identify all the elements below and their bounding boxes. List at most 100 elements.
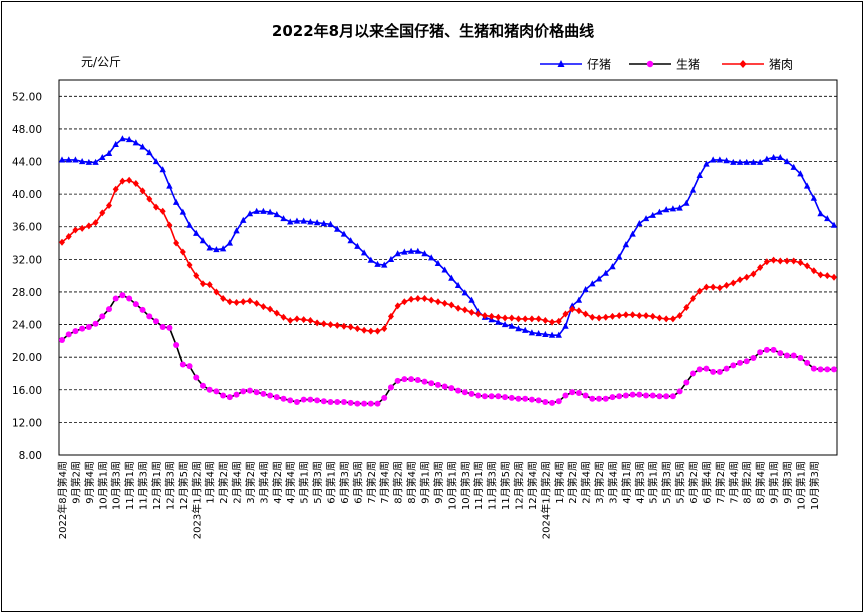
x-tick-label: 12月第2周 [512, 461, 525, 510]
data-point [246, 210, 254, 217]
data-point [696, 171, 703, 178]
data-point [394, 377, 401, 384]
data-point [320, 320, 327, 328]
series-lines [61, 137, 835, 405]
data-point [300, 396, 307, 403]
data-point [790, 163, 797, 170]
y-tick-label: 8.00 [19, 450, 42, 462]
data-point [461, 306, 468, 314]
series-line [62, 137, 835, 337]
y-tick-label: 40.00 [12, 189, 42, 201]
data-point [777, 350, 784, 357]
y-tick-label: 32.00 [12, 254, 42, 266]
data-point [508, 322, 515, 329]
data-point [65, 156, 72, 163]
data-point [139, 143, 146, 150]
data-point [300, 316, 307, 324]
x-tick-label: 9月第1周 [768, 461, 781, 504]
data-point [152, 203, 159, 211]
data-point [549, 318, 556, 326]
x-tick-label: 6月第4周 [700, 461, 713, 504]
x-tick-label: 11月第5周 [499, 461, 512, 510]
data-point [280, 215, 287, 222]
data-point [58, 156, 66, 163]
data-point [360, 249, 368, 256]
data-point [609, 312, 616, 320]
data-point [132, 301, 139, 308]
data-point [784, 257, 791, 265]
x-tick-label: 4月第1周 [620, 461, 633, 504]
data-point [105, 149, 113, 156]
data-point [743, 358, 750, 365]
data-point [226, 394, 233, 401]
data-point [193, 374, 200, 381]
data-point [803, 182, 811, 189]
data-point [307, 396, 314, 403]
data-point [656, 314, 663, 322]
legend-marker [646, 60, 654, 68]
x-tick-label: 12月第3周 [163, 461, 176, 510]
data-point [730, 158, 737, 165]
data-point [475, 310, 482, 318]
x-tick-label: 11月第3周 [486, 461, 499, 510]
data-point [757, 349, 764, 356]
data-point [763, 155, 771, 162]
data-point [736, 158, 744, 165]
data-point [649, 392, 656, 399]
data-point [602, 313, 609, 321]
data-point [669, 315, 676, 323]
data-point [327, 399, 334, 406]
data-point [784, 352, 791, 359]
data-point [79, 224, 86, 232]
data-point [461, 389, 468, 396]
data-point [367, 400, 374, 407]
data-point [408, 295, 415, 303]
data-point [401, 376, 408, 383]
x-tick-label: 1月第4周 [553, 461, 566, 504]
data-point [287, 397, 294, 404]
data-point [421, 378, 428, 385]
data-point [273, 211, 281, 218]
data-point [347, 237, 354, 244]
data-point [206, 281, 213, 289]
data-point [528, 315, 535, 323]
data-point [340, 399, 347, 406]
data-point [804, 359, 811, 366]
x-tick-label: 2023年1月第2周 [190, 461, 203, 539]
data-point [367, 327, 374, 335]
data-point [522, 395, 529, 402]
data-point [240, 216, 247, 223]
data-point [615, 253, 623, 260]
legend: 仔猪 生猪 猪肉 [540, 58, 793, 72]
data-point [260, 303, 267, 311]
data-point [763, 346, 770, 353]
legend-label: 猪肉 [769, 58, 793, 72]
data-point [213, 246, 220, 253]
data-point [555, 331, 562, 338]
data-point [455, 387, 462, 394]
data-point [119, 292, 126, 299]
data-point [750, 270, 757, 278]
data-point [92, 320, 99, 327]
data-point [199, 382, 206, 389]
data-point [488, 312, 495, 320]
data-point [743, 273, 750, 281]
data-point [535, 397, 542, 404]
data-point [293, 217, 301, 224]
data-point [676, 388, 683, 395]
data-point [401, 298, 408, 306]
data-point [757, 264, 764, 271]
data-point [126, 295, 133, 302]
data-point [92, 219, 99, 227]
data-point [528, 396, 535, 403]
x-tick-label: 6月第2周 [687, 461, 700, 504]
data-point [253, 389, 260, 396]
data-point [99, 153, 106, 161]
data-point [763, 258, 770, 266]
data-point [273, 309, 280, 317]
data-point [293, 399, 300, 406]
y-axis: 8.00 12.00 16.00 20.00 24.00 28.00 32.00 36.00 4… [12, 91, 42, 462]
data-point [817, 210, 824, 217]
x-tick-label: 10月第3周 [459, 461, 472, 510]
data-point [716, 284, 723, 292]
